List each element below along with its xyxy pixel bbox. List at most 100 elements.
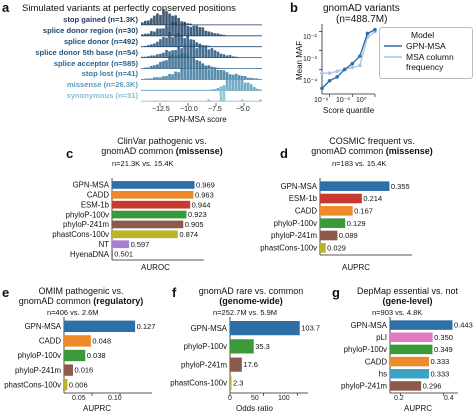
panel-f-title: gnomAD rare vs. common (genome-wide) [198,286,304,306]
histogram-bar [246,77,250,80]
histogram-bar [222,34,226,36]
histogram-bar [192,56,196,69]
histogram-bar [204,30,208,36]
category-label: missense (n=26.3K) [66,80,138,90]
panel-e-n: n=406 vs. 2.6M [47,308,99,317]
histogram-bar [207,45,211,47]
panel-b-xtick-2: 10⁰ [356,97,367,104]
histogram-bar [162,36,165,47]
histogram-bar [174,34,177,47]
histogram-bar [177,17,180,25]
histogram-bar [183,45,186,58]
histogram-bar [171,37,174,47]
distribution-2 [141,32,262,48]
category-label: pLI [376,333,387,342]
panel-c-n: n=21.3K vs. 15.4K [112,159,174,168]
bar-gpn-msa [64,320,136,332]
bar-value-label: 0.089 [339,231,358,240]
histogram-bar [144,20,147,25]
series-point [327,71,332,75]
histogram-bar [189,65,193,80]
bar-value-label: 0.944 [192,200,211,209]
category-label: phyloP-100v [18,351,61,360]
bar-value-label: 0.349 [434,345,453,354]
histogram-bar [210,48,214,58]
panel-letter-d: d [280,146,288,161]
bar-cadd [112,190,194,199]
bar-value-label: 0.038 [87,351,106,360]
bar-value-label: 0.905 [185,220,204,229]
bar-nt [112,240,130,249]
distribution-0 [141,8,262,26]
histogram-bar [174,56,177,69]
panel-g-n: n=903 vs. 4.8K [372,308,423,317]
panel-e-xtick-1: 0.10 [108,395,122,402]
series-point [320,86,324,91]
series-point [335,75,339,79]
histogram-bar [165,60,168,69]
histogram-bar [168,55,171,69]
histogram-bar [189,39,193,47]
bar-esm-1b [112,200,191,209]
category-label: splice donor (n=492) [63,36,138,46]
histogram-bar [243,82,247,91]
histogram-bar [240,75,244,80]
histogram-bar [243,76,247,80]
histogram-bar [207,31,211,36]
histogram-bar [180,21,183,25]
bar-value-label: 0.006 [69,380,88,389]
histogram-bar [147,78,150,80]
histogram-bar [147,33,150,36]
histogram-bar [162,60,165,69]
histogram-bar [159,77,162,80]
histogram-bar [165,37,168,47]
histogram-bar [168,73,171,80]
histogram-bar [186,26,189,36]
series-point [335,69,339,74]
histogram-bar [252,78,256,80]
histogram-bar [141,34,144,36]
category-label: splice donor region (n=30) [42,25,138,35]
histogram-bar [156,41,159,47]
bar-value-label: 2.3 [233,378,243,387]
panel-c-xlabel: AUROC [141,263,170,272]
histogram-bar [207,65,211,69]
histogram-bar [171,15,174,25]
histogram-bar [159,28,162,36]
histogram-bar [177,55,180,69]
histogram-bar [189,23,193,25]
series-point [320,71,324,75]
category-label: stop gained (n=1.3K) [63,14,138,24]
panel-d-n: n=183 vs. 15.4K [332,159,387,168]
series-point [342,67,347,72]
histogram-bar [147,45,150,47]
histogram-bar [192,69,196,80]
histogram-bar [156,13,159,25]
histogram-bar [162,76,165,80]
histogram-bar [150,44,153,47]
histogram-bar [177,25,180,36]
panel-b-legend: Model GPN-MSA MSA column frequency [379,27,473,79]
bar-hyenadna [112,250,113,258]
bar-value-label: 0.501 [114,250,133,259]
histogram-bar [201,46,205,58]
histogram-bar [240,78,244,91]
histogram-bar [222,70,226,80]
category-label: phyloP-100v [184,342,227,351]
category-label: phastCons-100v [170,379,227,388]
panel-d-title: COSMIC frequent vs. gnomAD common (misse… [311,136,433,156]
histogram-bar [183,68,186,80]
bar-phylop-100v [230,339,254,354]
histogram-bar [219,34,223,36]
bar-value-label: 17.6 [243,360,258,369]
histogram-bar [177,72,180,80]
histogram-bar [159,15,162,25]
bar-phylop-241m [390,381,422,391]
histogram-bar [180,68,183,80]
category-label: phyloP-241m [341,382,387,391]
category-label: CADD [295,207,317,216]
distribution-7 [141,86,262,102]
